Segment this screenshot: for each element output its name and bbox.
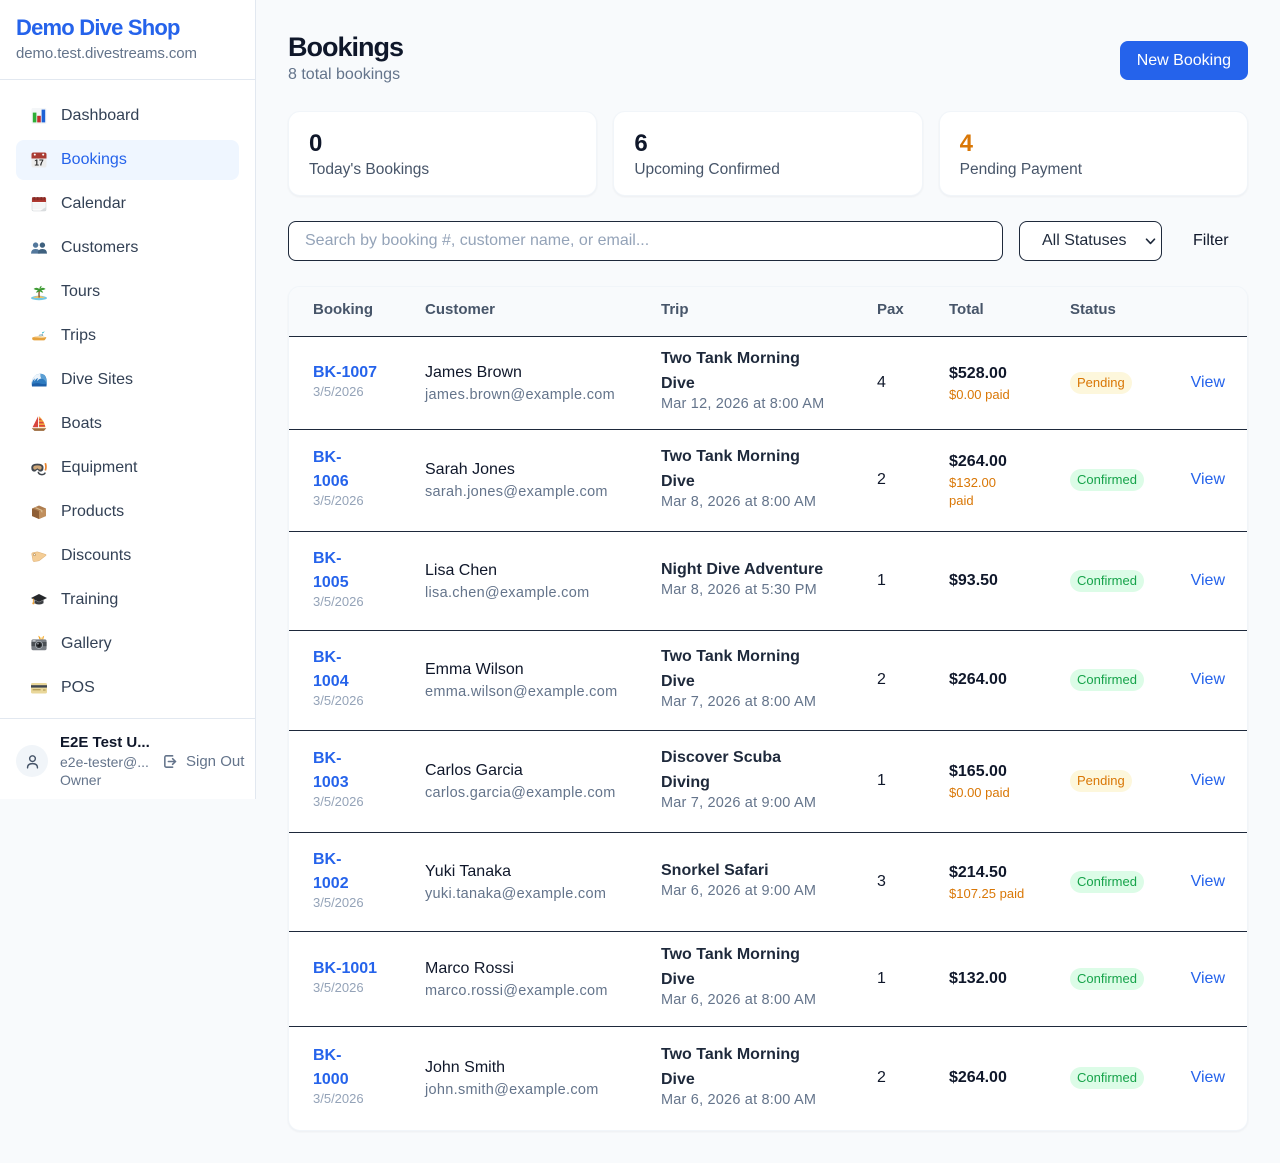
svg-text:17: 17 — [34, 158, 44, 168]
